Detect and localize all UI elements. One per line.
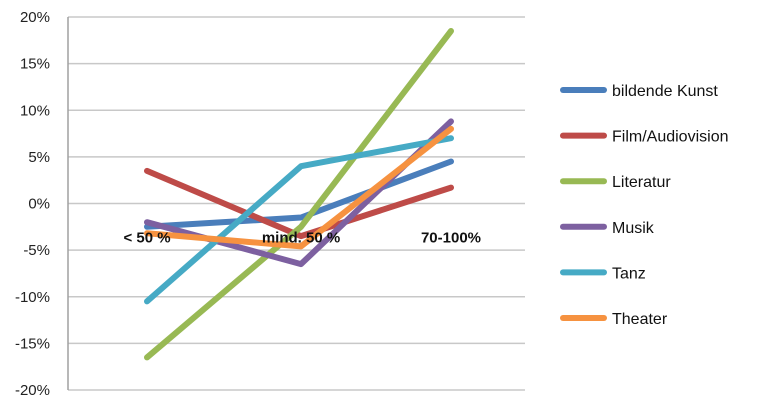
y-axis-ticks: 20% 15% 10% 5% 0% -5% -10% -15% -20%: [15, 9, 50, 399]
x-tick-label: mind. 50 %: [262, 230, 340, 247]
series-line-theater: [144, 125, 454, 250]
y-tick-label: 20%: [20, 9, 50, 26]
series-line-literatur: [144, 28, 454, 361]
y-tick-label: 0%: [28, 196, 50, 213]
x-tick-label: < 50 %: [123, 230, 170, 247]
series-line-film-audiovision: [144, 167, 454, 240]
legend-label: Literatur: [612, 174, 671, 191]
y-tick-label: -10%: [15, 289, 50, 306]
legend: bildende Kunst Film/Audiovision Literatur M…: [560, 83, 728, 328]
x-axis-ticks: < 50 % mind. 50 % 70-100%: [123, 230, 481, 247]
legend-label: Tanz: [612, 265, 646, 282]
legend-label: Musik: [612, 220, 655, 237]
y-tick-label: 15%: [20, 56, 50, 73]
legend-label: bildende Kunst: [612, 83, 718, 100]
grid-layer: [67, 16, 525, 391]
series-line-bildende-kunst: [144, 158, 454, 230]
x-tick-label: 70-100%: [421, 230, 481, 247]
series-line-tanz: [144, 135, 454, 305]
y-tick-label: 10%: [20, 102, 50, 119]
series-lines: [144, 28, 454, 361]
y-tick-label: -20%: [15, 382, 50, 399]
legend-label: Film/Audiovision: [612, 129, 728, 146]
y-tick-label: -5%: [23, 242, 50, 259]
legend-label: Theater: [612, 311, 668, 328]
y-tick-label: -15%: [15, 335, 50, 352]
y-tick-label: 5%: [28, 149, 50, 166]
